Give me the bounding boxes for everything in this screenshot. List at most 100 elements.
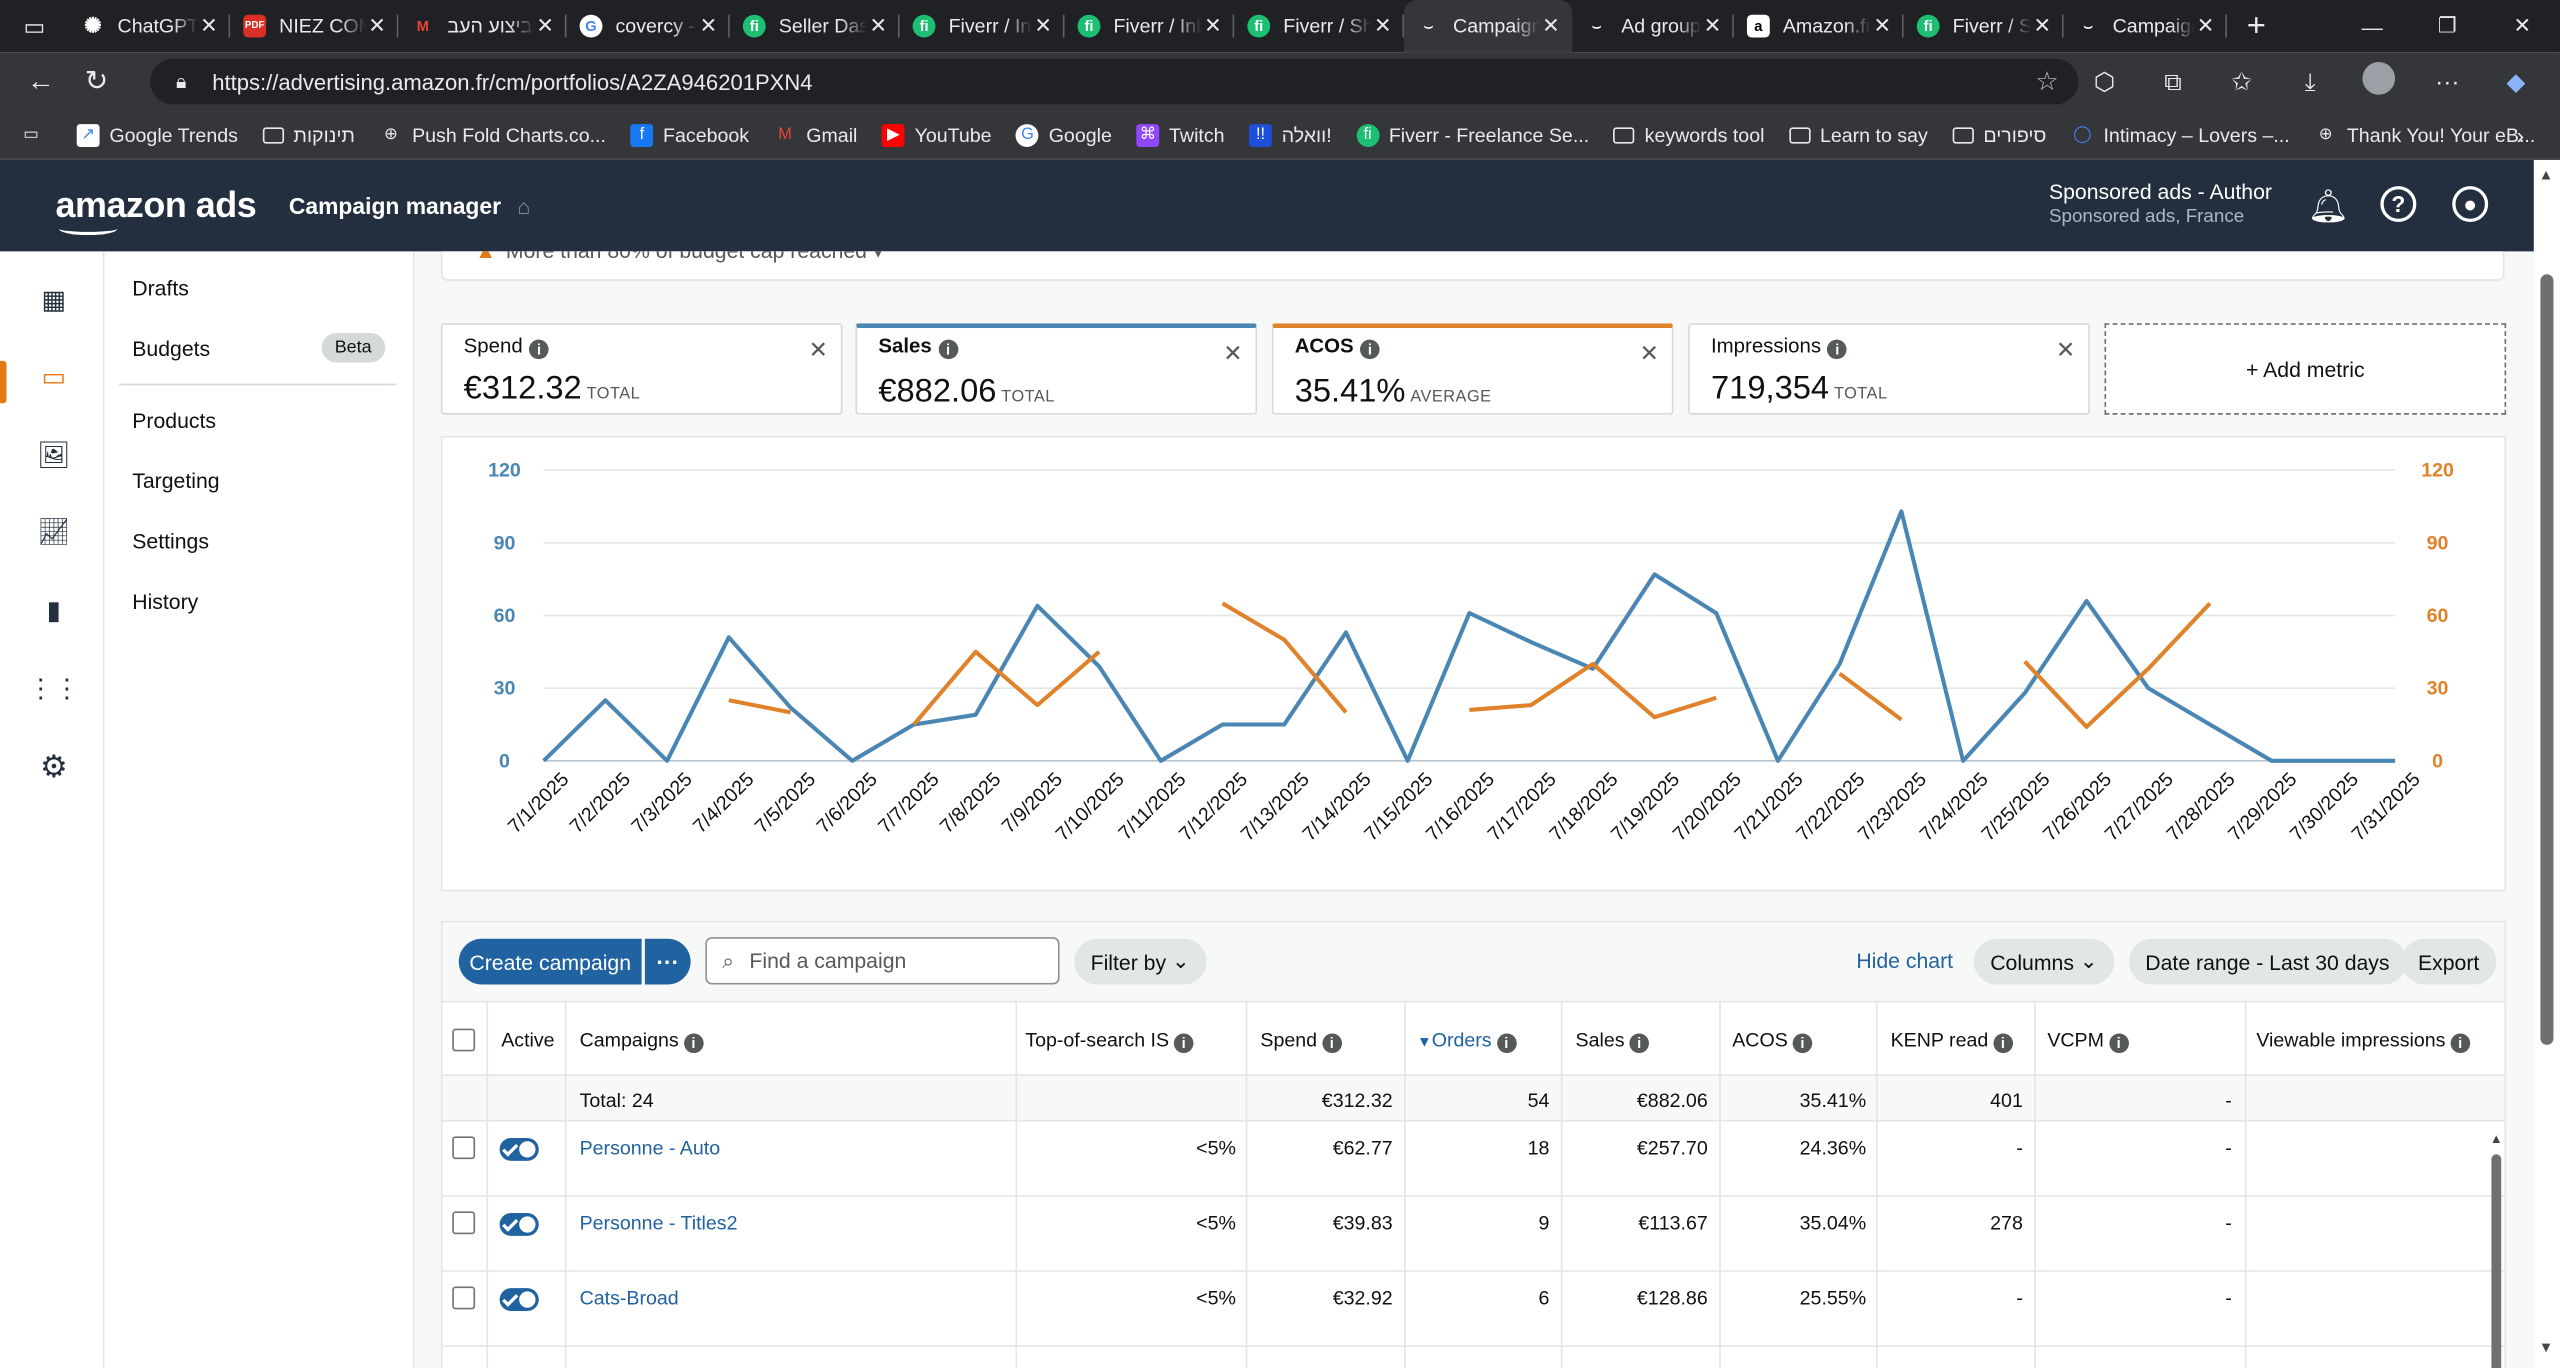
create-more-button[interactable]: ···	[644, 938, 691, 985]
campaign-name-link[interactable]: Cats-Broad	[579, 1286, 679, 1310]
close-tab-icon[interactable]: ✕	[869, 13, 888, 38]
close-tab-icon[interactable]: ✕	[699, 13, 718, 38]
close-tab-icon[interactable]: ✕	[1703, 13, 1722, 38]
info-icon[interactable]: i	[2108, 1033, 2129, 1054]
col-vcpm[interactable]: VCPM i	[2047, 1029, 2129, 1054]
close-tab-icon[interactable]: ✕	[1373, 13, 1392, 38]
browser-tab[interactable]: ⌣ Campaign ✕	[1404, 0, 1573, 53]
lock-icon[interactable]: 🔒︎	[175, 69, 187, 93]
col-campaigns[interactable]: Campaigns i	[580, 1029, 704, 1054]
restore-icon[interactable]: ❐	[2437, 13, 2457, 38]
favorites-icon[interactable]: ✩	[2231, 68, 2252, 97]
active-toggle[interactable]	[499, 1213, 539, 1236]
browser-tab[interactable]: fi Seller Dash✕	[730, 0, 900, 52]
remove-metric-icon[interactable]: ✕	[1639, 339, 1659, 366]
close-tab-icon[interactable]: ✕	[1034, 13, 1053, 38]
subnav-products[interactable]: Products	[132, 408, 217, 433]
date-range-button[interactable]: Date range - Last 30 days	[2128, 938, 2406, 985]
bookmark-item[interactable]: keywords tool	[1613, 123, 1764, 146]
more-menu-icon[interactable]: ···	[2435, 67, 2460, 96]
filter-by-button[interactable]: Filter by ⌄	[1074, 938, 1207, 985]
reports-icon[interactable]: ▮	[46, 597, 62, 626]
active-toggle[interactable]	[499, 1288, 539, 1312]
col-sales[interactable]: Sales i	[1576, 1029, 1650, 1054]
add-metric-button[interactable]: + Add metric	[2104, 323, 2507, 415]
dashboard-icon[interactable]: ▦	[41, 287, 67, 316]
copilot-icon[interactable]: ◆	[2506, 68, 2526, 97]
browser-tab[interactable]: M ביצוע העב ✕	[398, 0, 567, 52]
scroll-up-icon[interactable]: ▲	[2538, 166, 2554, 183]
scroll-up-icon[interactable]: ▲	[2489, 1131, 2503, 1147]
browser-tab[interactable]: ⌣ Campaign ✕	[2064, 0, 2227, 52]
bookmark-item[interactable]: M Gmail	[774, 123, 857, 146]
browser-tab[interactable]: fi Fiverr / Inb✕	[900, 0, 1065, 52]
row-checkbox[interactable]	[452, 1211, 476, 1235]
browser-tab[interactable]: ✺ ChatGPT ✕	[69, 0, 231, 52]
remove-metric-icon[interactable]: ✕	[1223, 339, 1243, 366]
table-scrollbar[interactable]: ▲	[2490, 1131, 2505, 1368]
table-scroll-thumb[interactable]	[2491, 1154, 2502, 1368]
hide-chart-link[interactable]: Hide chart	[1856, 948, 1954, 974]
info-icon[interactable]: i	[938, 339, 958, 360]
bookmark-item[interactable]: f Facebook	[630, 123, 749, 147]
create-campaign-button[interactable]: Create campaign	[458, 938, 642, 985]
col-viewable-impressions[interactable]: Viewable impressions i	[2256, 1029, 2470, 1054]
active-toggle[interactable]	[499, 1137, 539, 1161]
bookmark-item[interactable]: fi Fiverr - Freelance Se...	[1356, 123, 1589, 147]
subnav-drafts[interactable]: Drafts	[132, 275, 189, 301]
bookmark-star-icon[interactable]: ☆	[2035, 68, 2059, 97]
url-field[interactable]: 🔒︎ https://advertising.amazon.fr/cm/port…	[150, 58, 2079, 105]
info-icon[interactable]: i	[1629, 1033, 1650, 1054]
col-top-of-search[interactable]: Top-of-search IS i	[1025, 1029, 1194, 1054]
profile-avatar[interactable]	[2344, 62, 2413, 101]
campaign-name-link[interactable]: Personne - Auto	[579, 1136, 721, 1160]
subnav-budgets[interactable]: Budgets	[132, 336, 211, 361]
col-acos[interactable]: ACOS i	[1732, 1029, 1813, 1054]
downloads-icon[interactable]: ⤓	[2304, 67, 2316, 96]
notifications-bell-icon[interactable]: 🔔︎	[2307, 188, 2349, 225]
scroll-down-icon[interactable]: ▼	[2538, 1338, 2554, 1356]
close-tab-icon[interactable]: ✕	[1204, 13, 1222, 38]
info-icon[interactable]: i	[1993, 1033, 2013, 1054]
info-icon[interactable]: i	[1360, 339, 1380, 360]
amazon-ads-logo[interactable]: amazon ads	[56, 184, 257, 236]
remove-metric-icon[interactable]: ✕	[808, 336, 828, 363]
settings-gear-icon[interactable]: ⚙	[39, 750, 68, 785]
bookmark-item[interactable]: ⊕ Thank You! Your eB...	[2314, 123, 2536, 146]
bookmark-item[interactable]: !! וואלה!	[1249, 123, 1332, 147]
home-icon[interactable]: ⌂	[517, 193, 531, 218]
campaign-name-link[interactable]: Personne - Titles2	[579, 1211, 738, 1235]
bookmark-item[interactable]: ⌘ Twitch	[1136, 123, 1225, 147]
close-tab-icon[interactable]: ✕	[1542, 13, 1560, 38]
help-icon[interactable]: ?	[2380, 186, 2417, 223]
browser-tab[interactable]: a Amazon.fr ✕	[1734, 0, 1904, 52]
budget-warning[interactable]: ▲More than 80% of budget cap reached ▾	[440, 251, 2505, 281]
page-scrollbar[interactable]: ▲ ▼	[2533, 159, 2560, 1368]
bookmark-item[interactable]: ▶ YouTube	[881, 123, 992, 147]
subnav-settings[interactable]: Settings	[132, 528, 209, 554]
info-icon[interactable]: i	[683, 1033, 704, 1054]
bookmark-item[interactable]: ◯ Intimacy – Lovers –...	[2071, 123, 2290, 146]
metric-card-sales[interactable]: Sales i ✕ €882.06 TOTAL	[855, 323, 1258, 415]
campaigns-icon[interactable]: ▭	[41, 364, 67, 392]
subnav-history[interactable]: History	[132, 589, 199, 614]
info-icon[interactable]: i	[1321, 1033, 1342, 1054]
close-tab-icon[interactable]: ✕	[200, 13, 218, 38]
reload-icon[interactable]: ↻	[84, 65, 108, 97]
close-tab-icon[interactable]: ✕	[536, 13, 555, 38]
close-tab-icon[interactable]: ✕	[2033, 13, 2052, 38]
account-switcher[interactable]: Sponsored ads - Author Sponsored ads, Fr…	[2049, 180, 2272, 227]
info-icon[interactable]: i	[1173, 1033, 1194, 1054]
bookmark-item[interactable]: ↗ Google Trends	[76, 123, 238, 147]
col-orders[interactable]: ▼Orders i	[1417, 1029, 1517, 1054]
col-spend[interactable]: Spend i	[1260, 1029, 1342, 1054]
subnav-targeting[interactable]: Targeting	[132, 468, 220, 494]
page-scroll-thumb[interactable]	[2540, 274, 2554, 1045]
col-active[interactable]: Active	[501, 1028, 555, 1052]
back-icon[interactable]: ←	[26, 65, 55, 97]
browser-tab[interactable]: fi Fiverr / Sh✕	[1904, 0, 2064, 52]
creative-icon[interactable]: 🖼︎	[37, 442, 71, 471]
bookmark-item[interactable]: תינוקות	[262, 123, 355, 146]
bookmark-item[interactable]: G Google	[1016, 123, 1112, 147]
